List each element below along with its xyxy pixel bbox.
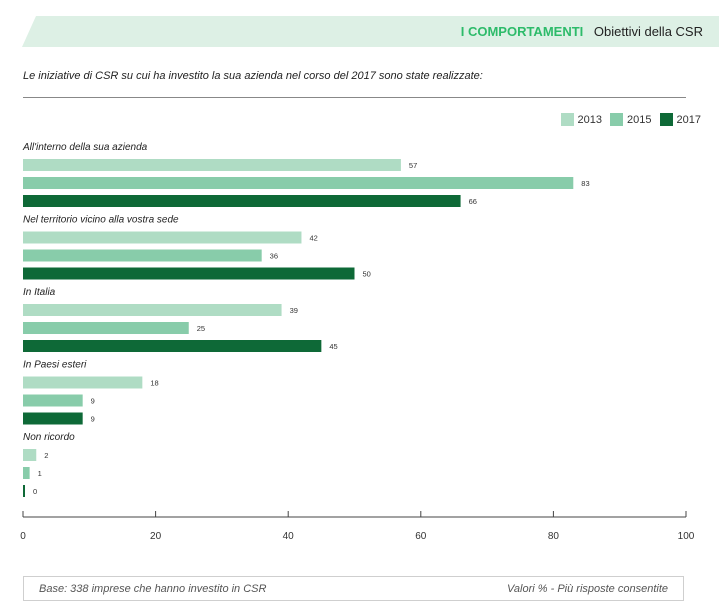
bar-2015 [23, 394, 83, 407]
banner-title: I COMPORTAMENTI Obiettivi della CSR [461, 24, 703, 39]
bar-2017 [23, 267, 355, 280]
data-label: 9 [91, 397, 95, 406]
legend-item-2017: 2017 [659, 113, 701, 126]
x-tick-label: 100 [678, 531, 695, 542]
bar-2013 [23, 304, 282, 316]
divider [23, 97, 686, 98]
legend-label: 2017 [676, 113, 701, 126]
category-label: In Paesi esteri [23, 360, 87, 371]
banner-topic: Obiettivi della CSR [593, 24, 703, 39]
footer-note: Valori % - Più risposte consentite [507, 583, 668, 595]
bar-chart: All'interno della sua azienda 57 83 66 Nel t… [20, 142, 695, 542]
bar-2013 [23, 159, 401, 171]
chart-legend: 2013 2015 2017 [553, 113, 701, 126]
legend-item-2013: 2013 [560, 113, 603, 126]
data-label: 1 [38, 469, 42, 478]
data-label: 83 [581, 179, 589, 188]
data-label: 57 [409, 161, 417, 170]
bar-2015 [23, 177, 574, 189]
data-label: 66 [469, 197, 477, 206]
x-tick-label: 80 [548, 531, 560, 542]
header-banner: I COMPORTAMENTI Obiettivi della CSR [22, 16, 719, 47]
data-label: 2 [44, 451, 48, 460]
category-label: All'interno della sua azienda [22, 142, 148, 153]
data-label: 45 [329, 342, 337, 351]
bar-2013 [23, 449, 37, 461]
x-tick-label: 60 [415, 531, 427, 542]
bar-2017 [23, 485, 25, 497]
legend-swatch [560, 113, 574, 126]
legend-swatch [659, 113, 673, 126]
bar-2017 [23, 340, 322, 352]
bar-2015 [23, 322, 189, 334]
data-label: 36 [270, 252, 278, 261]
data-label: 9 [91, 415, 95, 424]
legend-swatch [610, 113, 624, 126]
bar-2017 [23, 412, 83, 425]
bar-2017 [23, 195, 461, 207]
bar-2015 [23, 467, 30, 479]
data-label: 0 [33, 487, 37, 496]
legend-item-2015: 2015 [610, 113, 652, 126]
legend-label: 2015 [627, 113, 652, 126]
chart-question: Le iniziative di CSR su cui ha investito… [23, 70, 483, 82]
chart-footer: Base: 338 imprese che hanno investito in… [23, 576, 684, 601]
bar-2013 [23, 231, 302, 244]
data-label: 18 [150, 379, 158, 388]
bar-2013 [23, 376, 143, 389]
data-label: 42 [309, 234, 317, 243]
bar-2015 [23, 249, 262, 262]
banner-section: I COMPORTAMENTI [460, 24, 584, 39]
category-label: In Italia [23, 287, 56, 298]
x-tick-label: 0 [20, 531, 26, 542]
legend-label: 2013 [577, 113, 603, 126]
footer-base: Base: 338 imprese che hanno investito in… [39, 583, 267, 595]
x-tick-label: 40 [283, 531, 295, 542]
banner-background [22, 16, 719, 47]
category-label: Non ricordo [23, 432, 75, 443]
x-tick-label: 20 [150, 531, 162, 542]
data-label: 25 [197, 324, 205, 333]
data-label: 50 [363, 270, 371, 279]
category-label: Nel territorio vicino alla vostra sede [23, 215, 179, 226]
data-label: 39 [290, 306, 298, 315]
